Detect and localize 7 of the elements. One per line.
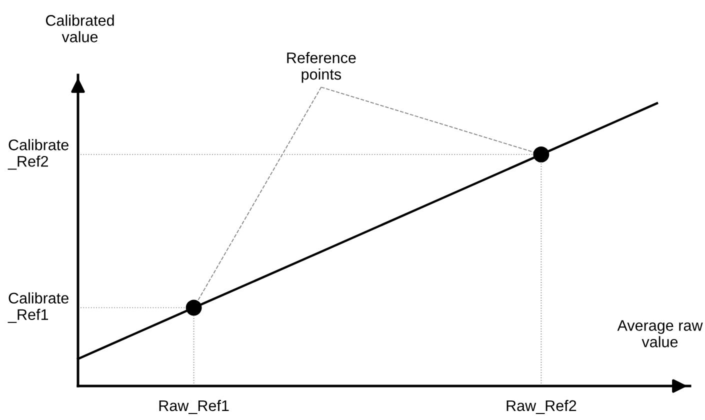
y-axis-title: Calibrated value (46, 14, 114, 42)
text: Calibrate _Ref1 (8, 292, 68, 323)
text: Calibrate _Ref2 (8, 139, 68, 170)
annotation: Reference points (287, 52, 356, 83)
x-axis-title: Average raw value (617, 320, 703, 348)
x-tick-label: Raw_Ref1 (159, 400, 229, 414)
x-tick-label: Raw_Ref2 (506, 400, 576, 414)
